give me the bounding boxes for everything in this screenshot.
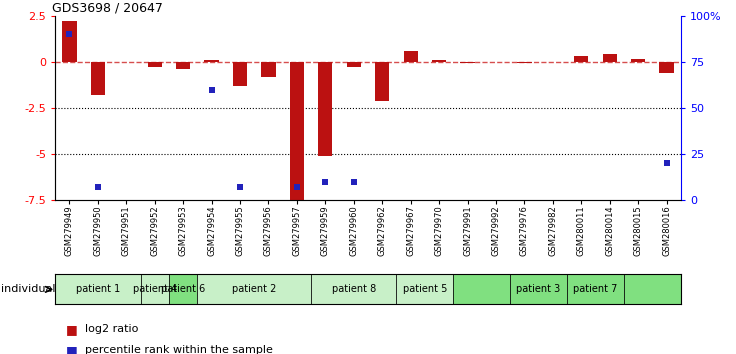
Text: patient 8: patient 8 — [332, 284, 376, 295]
Bar — [403, 51, 418, 62]
Bar — [205, 60, 219, 62]
Bar — [318, 62, 333, 156]
Text: GDS3698 / 20647: GDS3698 / 20647 — [52, 2, 163, 15]
Bar — [375, 62, 389, 101]
Bar — [624, 274, 681, 304]
Text: patient 7: patient 7 — [573, 284, 618, 295]
Text: log2 ratio: log2 ratio — [85, 324, 138, 334]
Bar — [397, 274, 453, 304]
Text: patient 6: patient 6 — [161, 284, 205, 295]
Bar — [574, 56, 588, 62]
Bar — [261, 62, 275, 77]
Bar — [169, 274, 197, 304]
Text: individual: individual — [1, 284, 56, 295]
Text: percentile rank within the sample: percentile rank within the sample — [85, 346, 272, 354]
Bar — [197, 274, 311, 304]
Bar — [141, 274, 169, 304]
Bar — [631, 59, 645, 62]
Bar — [603, 54, 617, 62]
Bar — [567, 274, 624, 304]
Bar — [659, 62, 673, 73]
Text: ■: ■ — [66, 323, 78, 336]
Bar — [91, 62, 105, 95]
Bar — [55, 274, 141, 304]
Bar — [290, 62, 304, 204]
Bar — [233, 62, 247, 86]
Bar — [63, 22, 77, 62]
Text: patient 5: patient 5 — [403, 284, 447, 295]
Text: patient 1: patient 1 — [76, 284, 120, 295]
Bar — [461, 62, 475, 63]
Text: patient 2: patient 2 — [232, 284, 277, 295]
Text: patient 3: patient 3 — [517, 284, 561, 295]
Text: patient 4: patient 4 — [132, 284, 177, 295]
Text: ■: ■ — [66, 344, 78, 354]
Bar — [311, 274, 397, 304]
Bar — [148, 62, 162, 68]
Bar — [347, 62, 361, 68]
Bar — [176, 62, 191, 69]
Bar — [432, 60, 446, 62]
Bar — [453, 274, 510, 304]
Bar — [517, 62, 531, 63]
Bar — [510, 274, 567, 304]
